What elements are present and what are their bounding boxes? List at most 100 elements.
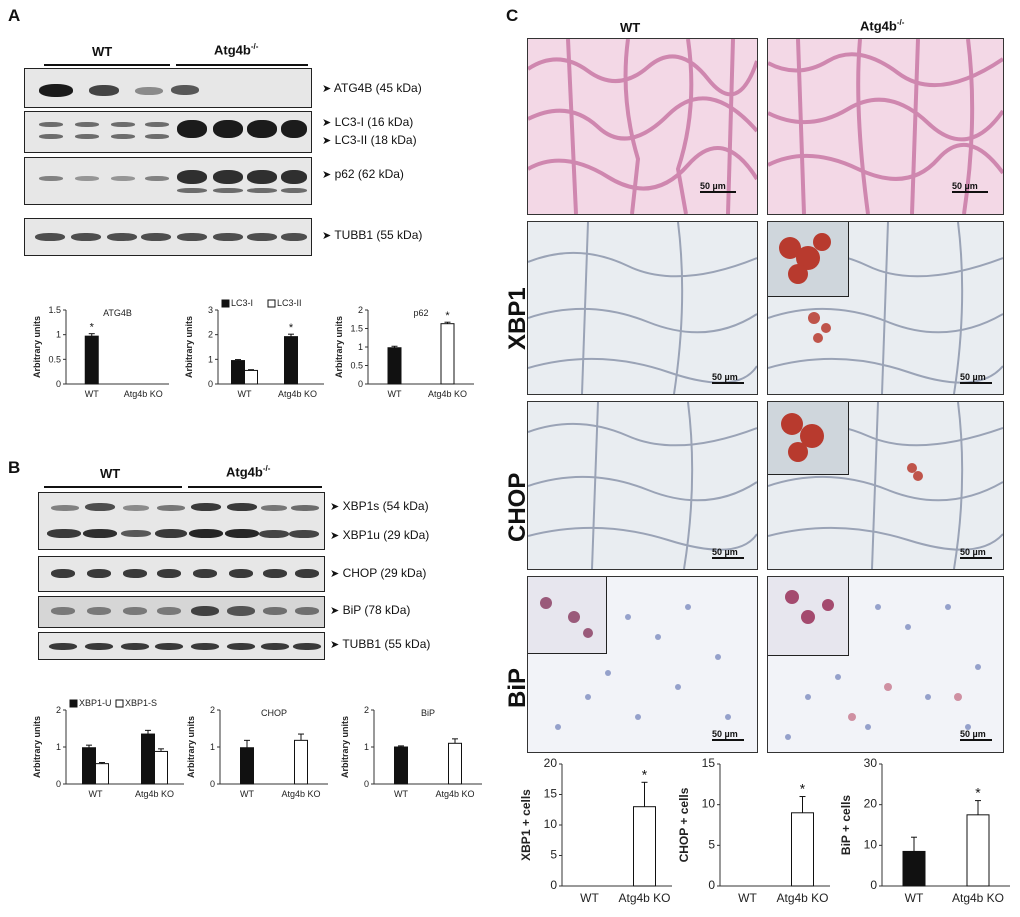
significance-star: * [289, 322, 294, 334]
x-tick-label: WT [388, 389, 402, 399]
y-tick-label: 0 [56, 379, 61, 389]
bar [440, 323, 455, 385]
bar [387, 347, 402, 385]
chart-b-bip: 0 1 2 Arbitrary units BiP WT Atg4b KO [340, 705, 482, 799]
micrograph-bip-wt: 50 µm [527, 576, 758, 753]
y-axis-label: Arbitrary units [186, 716, 196, 778]
y-tick-label: 1 [56, 330, 61, 340]
blot-a-lc3 [24, 111, 312, 153]
panel-c-wt-col: WT [620, 20, 641, 35]
y-tick-label: 2 [208, 330, 213, 340]
y-tick-label: 10 [864, 837, 878, 851]
inset-xbp1 [768, 222, 849, 297]
label-lc3-ii: ➤ LC3-II (18 kDa) [322, 133, 417, 147]
y-tick-label: 15 [544, 787, 558, 801]
y-tick-label: 0 [210, 779, 215, 789]
blot-b-xbp1 [38, 492, 325, 550]
y-tick-label: 2 [364, 705, 369, 715]
x-tick-label: Atg4b KO [124, 389, 163, 399]
x-tick-label: Atg4b KO [135, 789, 174, 799]
y-tick-label: 1 [358, 342, 363, 352]
chart-c-bip: 0 10 20 30 BiP + cells WT Atg4b KO * [839, 756, 1010, 905]
y-tick-label: 1 [208, 354, 213, 364]
y-axis-label: CHOP + cells [677, 787, 691, 862]
significance-star: * [445, 310, 450, 322]
legend-swatch [69, 699, 78, 708]
y-tick-label: 3 [208, 305, 213, 315]
x-tick-label: WT [905, 891, 924, 905]
x-tick-label: Atg4b KO [435, 789, 474, 799]
legend-label: XBP1-U [79, 698, 112, 708]
y-tick-label: 2 [358, 305, 363, 315]
y-axis-label: Arbitrary units [334, 316, 344, 378]
bar [154, 750, 168, 785]
label-tubb1-a: ➤ TUBB1 (55 kDa) [322, 228, 423, 242]
y-tick-label: 5 [708, 837, 715, 851]
x-tick-label: Atg4b KO [776, 891, 828, 905]
y-axis-label: Arbitrary units [340, 716, 350, 778]
y-axis-label: BiP + cells [839, 795, 853, 855]
x-tick-label: Atg4b KO [278, 389, 317, 399]
y-tick-label: 2 [210, 705, 215, 715]
y-tick-label: 1 [56, 742, 61, 752]
chart-a-p62: 0 0.5 1 1.5 2 Arbitrary units p62 WT Atg4b KO * [334, 305, 474, 399]
y-tick-label: 20 [864, 797, 878, 811]
bar [448, 742, 462, 785]
panel-b-ko-label: Atg4b-/- [226, 464, 271, 480]
y-tick-label: 1.5 [48, 305, 61, 315]
y-tick-label: 1 [364, 742, 369, 752]
micrograph-xbp1-wt: 50 µm [527, 221, 758, 395]
y-tick-label: 20 [544, 756, 558, 770]
bar [231, 360, 245, 385]
panel-a-ko-line [176, 64, 308, 66]
chart-b-xbp1: 0 1 2 Arbitrary units XBP1-U XBP1-S WT Atg4b KO [32, 698, 184, 799]
panel-c-letter: C [506, 6, 519, 25]
panel-b-wt-label: WT [100, 466, 121, 481]
bar [791, 812, 814, 887]
bar [394, 746, 408, 785]
panel-a-ko-label: Atg4b-/- [214, 42, 259, 58]
bar [95, 763, 109, 785]
significance-star: * [90, 322, 95, 334]
bar [244, 369, 258, 385]
micrograph-he-ko: 50 µm [767, 38, 1004, 215]
chart-title: BiP [421, 708, 435, 718]
scale-bar: 50 µm [960, 372, 992, 384]
bar [902, 850, 926, 887]
y-tick-label: 0 [708, 878, 715, 892]
scale-bar: 50 µm [960, 547, 992, 559]
micrograph-chop-wt: 50 µm [527, 401, 758, 570]
y-tick-label: 5 [550, 848, 557, 862]
panel-a-wt-label: WT [92, 44, 113, 59]
bar [240, 747, 254, 785]
x-tick-label: WT [85, 389, 99, 399]
blot-b-tubb1 [38, 632, 325, 660]
y-tick-label: 0 [550, 878, 557, 892]
label-tubb1-b: ➤ TUBB1 (55 kDa) [330, 637, 431, 651]
y-tick-label: 0 [870, 878, 877, 892]
y-tick-label: 10 [544, 817, 558, 831]
significance-star: * [975, 785, 981, 801]
blot-b-chop [38, 556, 325, 592]
legend-swatch [267, 299, 276, 308]
y-tick-label: 0 [364, 779, 369, 789]
legend-swatch [221, 299, 230, 308]
scale-bar: 50 µm [712, 547, 744, 559]
y-tick-label: 0 [358, 379, 363, 389]
legend-label: LC3-II [277, 298, 302, 308]
label-p62: ➤ p62 (62 kDa) [322, 167, 404, 181]
x-tick-label: Atg4b KO [428, 389, 467, 399]
chart-title: ATG4B [103, 308, 132, 318]
scale-bar: 50 µm [700, 181, 736, 193]
legend-label: LC3-I [231, 298, 253, 308]
bar [633, 806, 656, 887]
chart-c-xbp1: 0 5 10 15 20 XBP1 + cells WT Atg4b KO * [519, 756, 672, 905]
chart-c-chop: 0 5 10 15 CHOP + cells WT Atg4b KO * [677, 756, 830, 905]
label-atg4b: ➤ ATG4B (45 kDa) [322, 81, 422, 95]
blot-a-p62 [24, 157, 312, 205]
blot-b-bip [38, 596, 325, 628]
x-tick-label: WT [238, 389, 252, 399]
y-tick-label: 10 [702, 797, 716, 811]
y-tick-label: 15 [702, 756, 716, 770]
y-axis-label: Arbitrary units [32, 716, 42, 778]
